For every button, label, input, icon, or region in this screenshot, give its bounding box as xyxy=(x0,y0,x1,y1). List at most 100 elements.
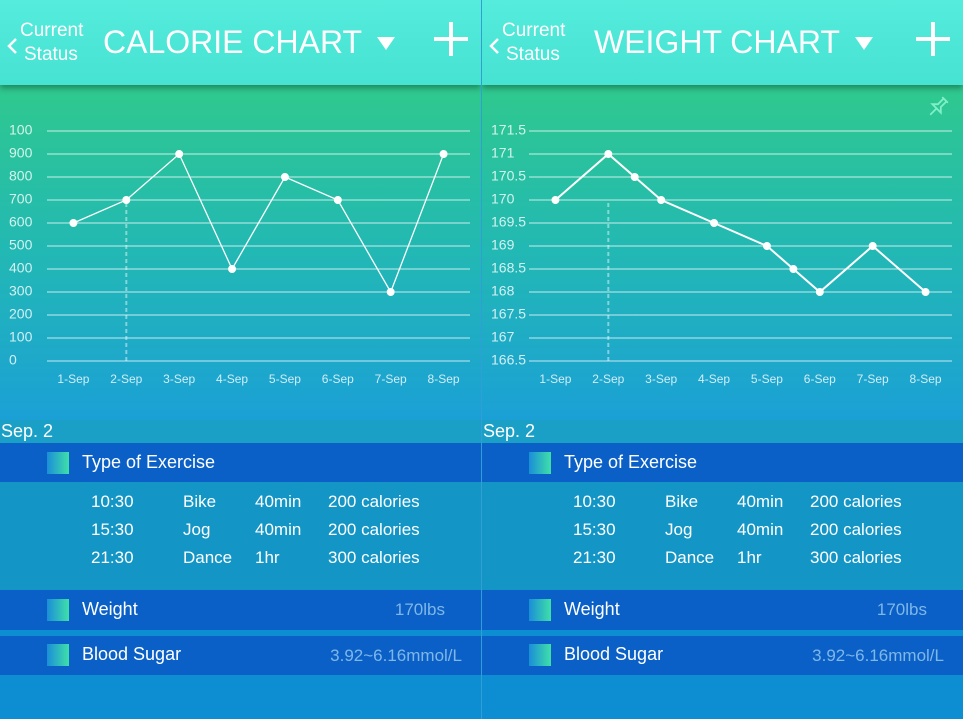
x-tick-label: 7-Sep xyxy=(375,372,407,386)
exercise-cell: Jog xyxy=(665,520,693,539)
data-point xyxy=(710,219,719,227)
data-point xyxy=(789,265,798,273)
panel: Current Status WEIGHT CHART 166.5 167 167.5 16… xyxy=(482,0,963,719)
dropdown-arrow xyxy=(376,35,396,51)
date-label: Sep. 2 xyxy=(1,421,54,441)
title: CALORIE CHART xyxy=(103,24,363,60)
exercise-cell: Dance xyxy=(183,548,233,567)
chart-area: 166.5 167 167.5 168 168.5 169 169.5 170 170.5 171… xyxy=(482,85,963,420)
title: WEIGHT CHART xyxy=(594,24,840,60)
exercise-cell: Bike xyxy=(183,492,217,511)
exercise-cell: 15:30 xyxy=(91,520,134,539)
y-tick-label: 167 xyxy=(491,329,515,345)
data-line xyxy=(73,152,445,294)
data-point xyxy=(175,150,184,158)
pin-shape xyxy=(929,96,949,116)
date-row xyxy=(482,420,963,443)
panel: Current Status CALORIE CHART 0 100 200 300 400 5… xyxy=(0,0,482,719)
add-button[interactable] xyxy=(432,20,470,58)
weight-label: Weight xyxy=(82,599,138,619)
exercise-list xyxy=(482,482,963,590)
triangle-icon xyxy=(854,36,873,50)
x-tick-label: 2-Sep xyxy=(110,372,142,386)
y-tick-label: 171 xyxy=(491,145,515,161)
y-tick-label: 0 xyxy=(9,352,17,368)
exercise-cell: 1hr xyxy=(737,548,762,567)
x-tick-label: 6-Sep xyxy=(804,372,836,386)
y-tick-label: 169 xyxy=(491,237,515,253)
x-tick-label: 5-Sep xyxy=(751,372,783,386)
chart-area: 0 100 200 300 400 500 600 700 800 900 100 1-Sep 2-Se… xyxy=(0,85,481,420)
back-label: Status xyxy=(24,44,78,65)
exercise-cell: 200 calories xyxy=(328,492,420,511)
exercise-cell: 300 calories xyxy=(810,548,902,567)
y-tick-label: 200 xyxy=(9,306,33,322)
y-tick-label: 167.5 xyxy=(491,306,526,322)
icon xyxy=(529,452,551,474)
blood-sugar-value: 3.92~6.16mmol/L xyxy=(330,646,462,665)
x-tick-label: 8-Sep xyxy=(428,372,460,386)
y-tick-label: 168 xyxy=(491,283,515,299)
dropdown-arrow xyxy=(854,35,874,51)
back-button[interactable]: Current Status xyxy=(486,18,576,70)
exercise-title: Type of Exercise xyxy=(82,452,216,472)
icon xyxy=(529,599,551,621)
data-point xyxy=(228,265,237,273)
chart: 166.5 167 167.5 168 168.5 169 169.5 170 170.5 171… xyxy=(491,96,952,386)
y-tick-label: 169.5 xyxy=(491,214,526,230)
date-label: Sep. 2 xyxy=(483,421,536,441)
back-label: Current xyxy=(502,20,566,41)
y-tick-label: 800 xyxy=(9,168,33,184)
title-dropdown[interactable]: WEIGHT CHART xyxy=(594,24,874,61)
y-tick-label: 900 xyxy=(9,145,33,161)
exercise-cell: 10:30 xyxy=(573,492,616,511)
exercise-cell: 40min xyxy=(737,520,784,539)
data-point xyxy=(386,288,395,296)
back-button[interactable]: Current Status xyxy=(4,18,94,70)
weight-row: Weight 170lbs xyxy=(0,590,481,630)
header: Current Status WEIGHT CHART xyxy=(482,0,963,85)
y-tick-label: 100 xyxy=(9,329,33,345)
exercise-list xyxy=(0,482,481,590)
y-tick-label: 600 xyxy=(9,214,33,230)
y-tick-label: 168.5 xyxy=(491,260,526,276)
exercise-cell: 200 calories xyxy=(810,492,902,511)
data-point xyxy=(333,196,342,204)
exercise-cell: 200 calories xyxy=(328,520,420,539)
x-tick-label: 2-Sep xyxy=(592,372,624,386)
data-point xyxy=(604,150,613,158)
blood-sugar-row: Blood Sugar 3.92~6.16mmol/L xyxy=(482,636,963,675)
chevron-icon xyxy=(7,38,17,54)
y-tick-label: 170.5 xyxy=(491,168,526,184)
date-row xyxy=(0,420,481,443)
data-point xyxy=(657,196,666,204)
exercise-header: Type of Exercise xyxy=(482,443,963,482)
y-tick-label: 166.5 xyxy=(491,352,526,368)
back-label: Status xyxy=(506,44,560,65)
header: Current Status CALORIE CHART xyxy=(0,0,481,85)
plus-icon xyxy=(434,22,468,56)
y-tick-label: 500 xyxy=(9,237,33,253)
x-tick-label: 7-Sep xyxy=(857,372,889,386)
icon xyxy=(529,644,551,666)
x-tick-label: 6-Sep xyxy=(322,372,354,386)
exercise-cell: Bike xyxy=(665,492,699,511)
data-point xyxy=(868,242,877,250)
exercise-cell: 200 calories xyxy=(810,520,902,539)
triangle-icon xyxy=(377,36,396,50)
data-point xyxy=(630,173,639,181)
data-point xyxy=(921,288,930,296)
blood-sugar-value: 3.92~6.16mmol/L xyxy=(812,646,944,665)
exercise-cell: Jog xyxy=(183,520,211,539)
exercise-cell: 21:30 xyxy=(91,548,134,567)
title-dropdown[interactable]: CALORIE CHART xyxy=(103,24,396,61)
data-point xyxy=(280,173,289,181)
x-tick-label: 4-Sep xyxy=(698,372,730,386)
add-button[interactable] xyxy=(914,20,952,58)
y-tick-label: 170 xyxy=(491,191,515,207)
x-tick-label: 4-Sep xyxy=(216,372,248,386)
x-tick-label: 8-Sep xyxy=(910,372,942,386)
data-point xyxy=(762,242,771,250)
blood-sugar-label: Blood Sugar xyxy=(82,644,182,664)
icon xyxy=(47,452,69,474)
